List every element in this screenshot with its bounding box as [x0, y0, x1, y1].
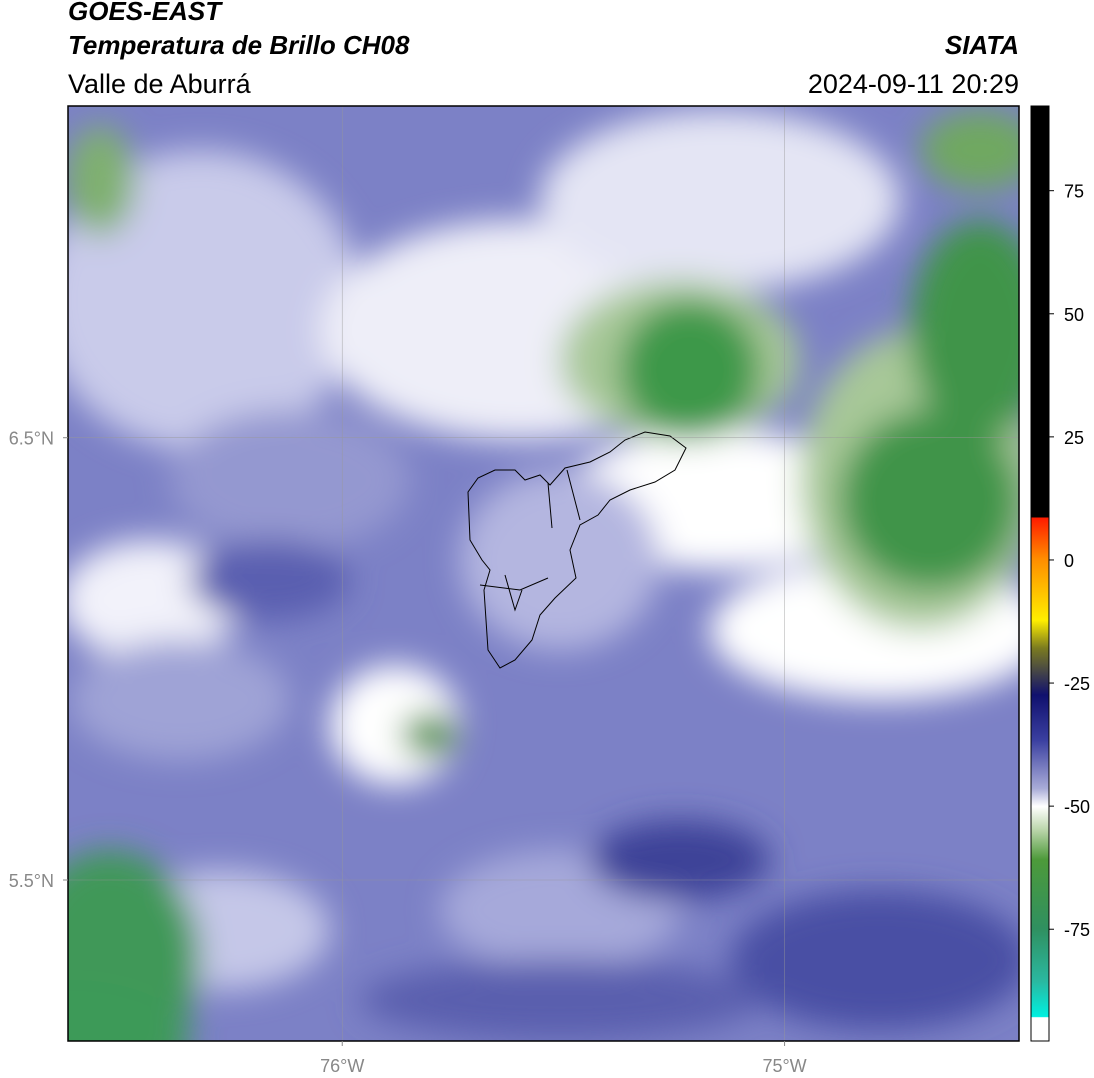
- boundary: [467, 431, 687, 669]
- datetime: 2024-09-11 20:29: [808, 69, 1019, 99]
- colorbar: [1030, 105, 1050, 1042]
- x-tick-label: 76°W: [320, 1056, 364, 1076]
- map-frame: [67, 105, 1020, 1042]
- source: SIATA: [945, 30, 1019, 60]
- product: Temperatura de Brillo CH08: [68, 30, 410, 60]
- y-tick-label: 6.5°N: [9, 429, 54, 449]
- satellite-image: [68, 106, 1019, 1041]
- colorbar-tick-label: 25: [1064, 428, 1084, 448]
- colorbar-tick-label: -75: [1064, 920, 1090, 940]
- x-tick-label: 75°W: [762, 1056, 806, 1076]
- region: Valle de Aburrá: [68, 69, 252, 99]
- colorbar-tick-label: -25: [1064, 674, 1090, 694]
- colorbar-tick-label: 50: [1064, 305, 1084, 325]
- grid: [68, 106, 1019, 1041]
- y-tick-label: 5.5°N: [9, 871, 54, 891]
- colorbar-tick-label: 75: [1064, 182, 1084, 202]
- satellite: GOES-EAST: [68, 0, 223, 26]
- colorbar-tick-label: 0: [1064, 551, 1074, 571]
- colorbar-tick-label: -50: [1064, 797, 1090, 817]
